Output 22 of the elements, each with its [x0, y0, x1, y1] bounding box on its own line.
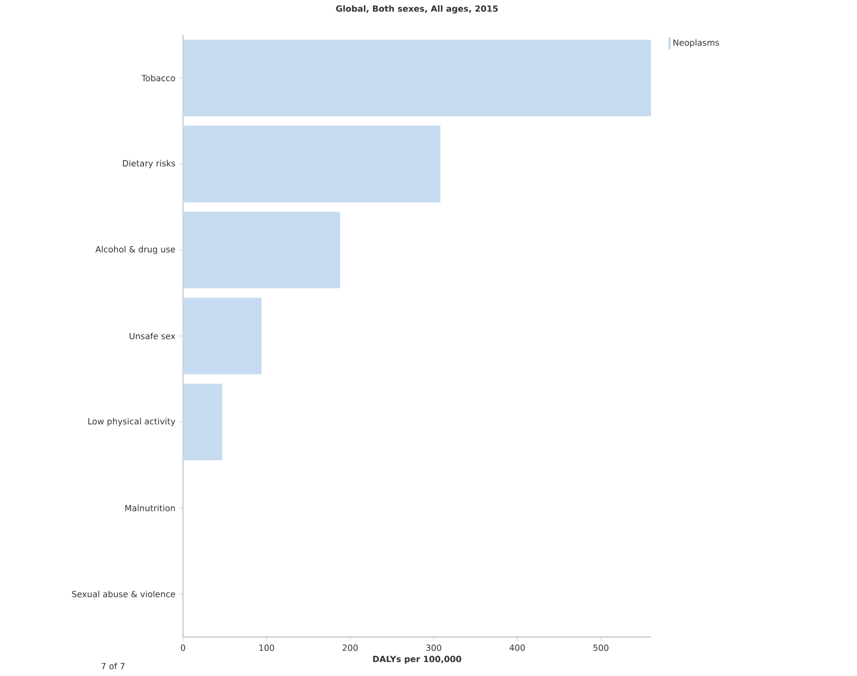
y-tick-label: Sexual abuse & violence — [72, 590, 176, 598]
text: 7 of 7 — [102, 662, 124, 670]
chart-title: Global, Both sexes, All ages, 2015 — [336, 5, 498, 14]
bar — [183, 298, 262, 374]
x-tick-label: 400 — [510, 644, 525, 651]
legend-label: Neoplasms — [674, 39, 720, 48]
y-tick-label: Unsafe sex — [130, 332, 176, 340]
x-tick-label: 100 — [259, 644, 274, 651]
y-tick-label: Low physical activity — [88, 418, 176, 426]
x-tick-label: 500 — [593, 644, 608, 651]
bar — [183, 212, 340, 288]
x-tick-label: 0 — [180, 644, 186, 651]
y-tick-label: Dietary risks — [122, 160, 176, 168]
x-tick-label: 200 — [342, 644, 358, 651]
y-tick-label: Alcohol & drug use — [95, 246, 176, 254]
bar — [183, 40, 652, 116]
y-tick-label: Malnutrition — [125, 504, 175, 512]
x-axis-title: DALYs per 100,000 — [373, 656, 462, 664]
x-tick-label: 300 — [426, 644, 442, 651]
bar — [183, 126, 440, 202]
y-tick-label: Tobacco — [141, 74, 176, 82]
bar — [183, 384, 222, 460]
